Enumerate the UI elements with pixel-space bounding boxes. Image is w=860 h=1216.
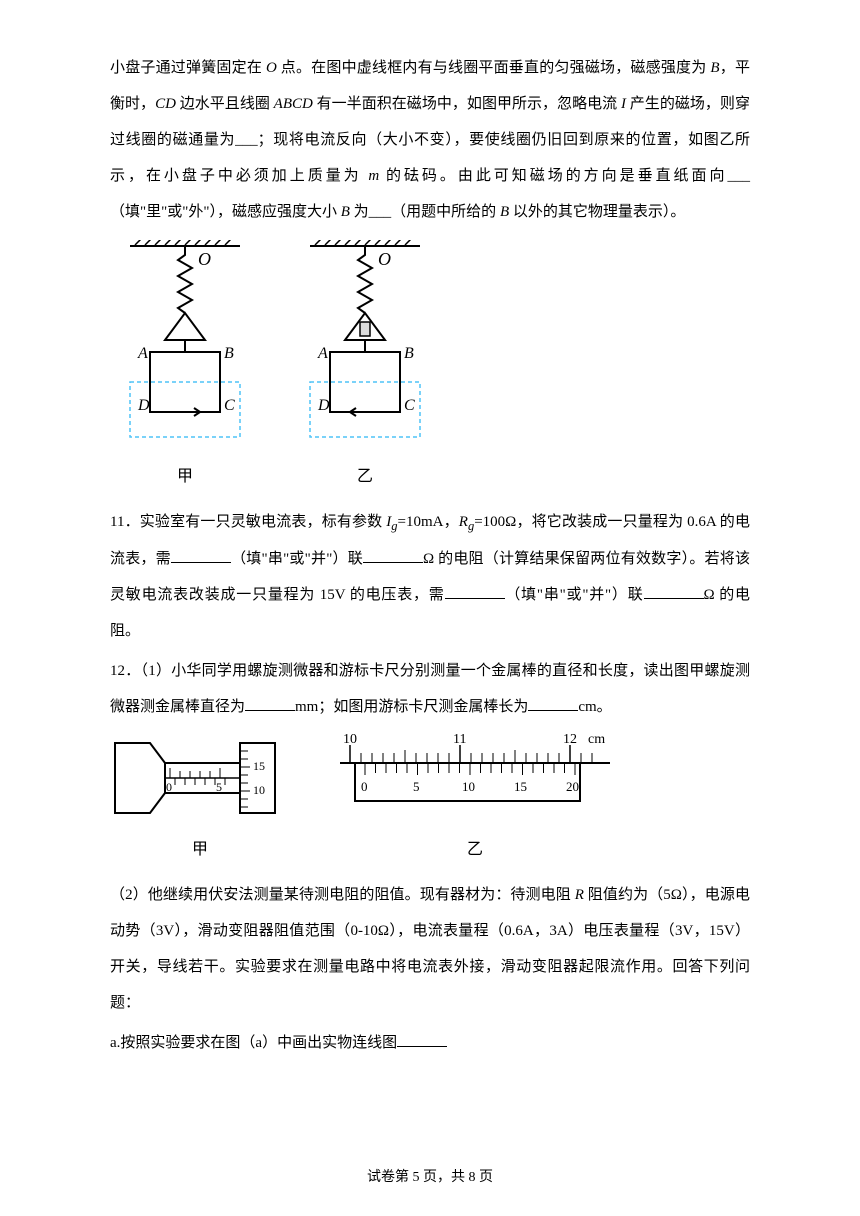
label-B: B [404,345,414,362]
var-CD: CD [155,96,176,112]
micrometer-diagram: 0 5 15 10 甲 [110,733,290,859]
thimble-mark: 15 [253,759,265,773]
q12-part1-paragraph: 12．（1）小华同学用螺旋测微器和游标卡尺分别测量一个金属棒的直径和长度，读出图… [110,653,750,725]
var-m: m [368,168,379,184]
var-O: O [266,60,277,76]
main-mark: 12 [563,733,577,747]
intro-paragraph: 小盘子通过弹簧固定在 O 点。在图中虚线框内有与线圈平面垂直的匀强磁场，磁感强度… [110,50,750,230]
var-B: B [500,204,509,220]
spring-diagram-yi-svg: O A B D C [290,240,440,460]
q11-text: =10mA， [398,514,459,530]
blank-input[interactable] [363,548,423,563]
vernier-mark: 0 [361,779,368,794]
q12-text: mm；如图用游标卡尺测金属棒长为 [295,699,528,715]
micrometer-svg: 0 5 15 10 [110,733,290,828]
var-R: R [575,887,584,903]
micrometer-label: 甲 [110,835,290,859]
q12-text: （2）他继续用伏安法测量某待测电阻的阻值。现有器材为：待测电阻 [110,887,575,903]
q11-text: （填"串"或"并"）联 [505,587,644,603]
intro-text: 为___（用题中所给的 [350,204,500,220]
label-A: A [317,345,328,362]
q12-text: cm。 [578,699,611,715]
q11-paragraph: 11．实验室有一只灵敏电流表，标有参数 Ig=10mA，Rg=100Ω，将它改装… [110,504,750,649]
vernier-mark: 10 [462,779,475,794]
intro-text: 点。在图中虚线框内有与线圈平面垂直的匀强磁场，磁感强度为 [277,60,711,76]
q11-text: 实验室有一只灵敏电流表，标有参数 [140,514,386,530]
vernier-svg: 10 11 12 cm 0 5 10 15 20 [330,733,620,828]
diagram-yi: O A B D C 乙 [290,240,440,486]
vernier-mark: 5 [413,779,420,794]
intro-text: 边水平且线圈 [176,96,274,112]
intro-text: 小盘子通过弹簧固定在 [110,60,266,76]
main-mark: 10 [343,733,357,747]
label-D: D [137,397,150,414]
label-O: O [378,249,391,269]
blank-input[interactable] [397,1032,447,1047]
var-ABCD: ABCD [274,96,313,112]
var-B: B [341,204,350,220]
label-D: D [317,397,330,414]
measurement-diagrams: 0 5 15 10 甲 [110,733,750,859]
diagram-jia: O A B D C 甲 [110,240,260,486]
label-C: C [224,397,235,414]
blank-input[interactable] [245,696,295,711]
vernier-label: 乙 [330,835,620,859]
intro-text: 有一半面积在磁场中，如图甲所示，忽略电流 [313,96,621,112]
var-Rg: R [459,514,468,530]
q12-text: 阻值约为（5Ω），电源电动势（3V），滑动变阻器阻值范围（0-10Ω），电流表量… [110,887,750,1011]
blank-input[interactable] [644,584,704,599]
vernier-diagram: 10 11 12 cm 0 5 10 15 20 [330,733,620,859]
scale-mark: 0 [166,780,172,794]
page-footer: 试卷第 5 页，共 8 页 [0,1166,860,1186]
thimble-mark: 10 [253,783,265,797]
scale-mark: 5 [216,780,222,794]
footer-text: 试卷第 5 页，共 8 页 [367,1170,493,1185]
label-B: B [224,345,234,362]
vernier-mark: 15 [514,779,527,794]
diagram-label-yi: 乙 [290,462,440,486]
spring-diagrams: O A B D C 甲 [110,240,750,486]
blank-input[interactable] [445,584,505,599]
q12-part2-paragraph: （2）他继续用伏安法测量某待测电阻的阻值。现有器材为：待测电阻 R 阻值约为（5… [110,877,750,1021]
spring-diagram-jia-svg: O A B D C [110,240,260,460]
q11-number: 11． [110,514,140,530]
intro-text: 以外的其它物理量表示）。 [509,204,685,220]
label-O: O [198,249,211,269]
q12-parta-paragraph: a.按照实验要求在图（a）中画出实物连线图 [110,1025,750,1061]
label-C: C [404,397,415,414]
q11-text: （填"串"或"并"）联 [231,551,363,567]
blank-input[interactable] [171,548,231,563]
main-mark: 11 [453,733,466,747]
var-B: B [710,60,719,76]
vernier-mark: 20 [566,779,579,794]
q12-text: a.按照实验要求在图（a）中画出实物连线图 [110,1035,397,1051]
label-A: A [137,345,148,362]
diagram-label-jia: 甲 [110,462,260,486]
blank-input[interactable] [528,696,578,711]
q12-number: 12． [110,663,140,679]
unit-label: cm [588,733,605,747]
